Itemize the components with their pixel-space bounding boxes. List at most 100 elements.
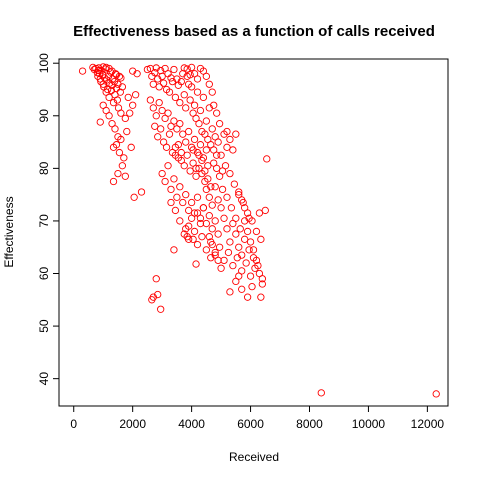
data-point [220,256,228,265]
data-point [220,214,228,222]
data-point [129,101,137,109]
data-point [165,88,174,96]
data-point [243,227,252,236]
x-tick-label: 12000 [411,417,445,431]
data-point [226,238,234,246]
data-point [154,290,162,299]
data-point [146,96,155,104]
data-point [217,151,225,159]
data-point [170,117,178,125]
data-point [78,67,87,75]
x-axis-label: Received [229,450,279,464]
data-point [238,196,246,204]
data-point [152,275,160,283]
data-point [177,77,185,86]
data-point [133,70,141,78]
data-point [154,133,162,141]
data-point [176,98,184,107]
data-point [214,230,222,238]
data-point [180,64,188,72]
data-point [238,285,246,293]
data-point [107,86,116,95]
data-point [159,79,168,87]
data-point [164,109,172,117]
data-point [229,261,237,270]
data-point [432,390,440,398]
data-point [167,198,175,207]
data-point [226,169,234,178]
data-point [115,148,124,157]
data-point [192,164,200,173]
data-point [242,259,250,267]
plot-frame [58,58,449,407]
data-point [190,227,199,236]
data-point [208,88,216,96]
data-point [155,98,163,107]
x-tick-label: 8000 [296,417,323,431]
x-axis: 0 2000 4000 6000 8000 10000 12000 [70,406,444,431]
data-point [241,235,249,243]
x-tick-label: 6000 [237,417,264,431]
data-point [241,204,249,212]
data-point [226,135,234,144]
data-point [117,135,125,144]
data-point [218,185,227,194]
data-point [101,74,109,82]
data-point [211,183,219,191]
data-point [176,183,184,191]
data-point [96,118,104,126]
data-point [164,162,172,170]
data-point [245,214,253,222]
data-point [229,219,237,228]
data-point [186,71,194,79]
data-point [213,151,221,159]
data-point [192,172,200,180]
data-point [114,169,122,178]
data-point [109,98,118,107]
data-point [182,190,190,199]
data-point [173,193,181,201]
data-point [179,130,187,138]
data-point [193,88,202,96]
data-point [190,101,199,109]
data-point [179,198,187,207]
y-axis-label: Effectiveness [2,196,16,267]
data-point [189,235,197,243]
data-point [223,225,231,233]
data-point [161,177,169,186]
data-point [116,88,124,96]
data-point [183,233,191,241]
data-point [246,272,255,280]
data-point [171,143,180,151]
data-point [202,117,210,125]
data-point [224,248,233,257]
data-point [199,93,208,102]
data-point [243,293,252,301]
data-point [196,141,205,149]
data-point [226,288,234,296]
data-point [118,162,127,170]
data-point [126,109,134,117]
x-tick-label: 0 [70,417,77,431]
data-point [202,185,210,194]
data-point [127,143,135,151]
data-point [255,269,264,278]
data-point [252,227,261,236]
data-point [182,225,190,233]
data-point [111,125,119,133]
data-point [211,248,219,257]
data-point [104,72,113,81]
data-point [105,112,113,120]
data-point [201,167,209,175]
y-tick-label: 70 [37,214,51,228]
data-point [205,212,213,220]
data-point [187,198,196,207]
x-tick-label: 10000 [352,417,386,431]
data-point [123,127,131,136]
data-point [199,204,208,212]
data-point [205,193,213,201]
data-point [187,214,196,222]
data-point [257,293,265,301]
data-point [95,66,103,75]
